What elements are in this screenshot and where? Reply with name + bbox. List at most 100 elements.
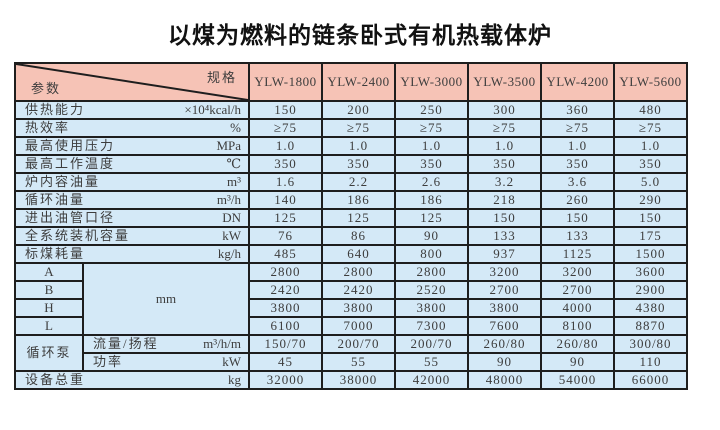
- param-unit: DN: [222, 210, 241, 225]
- value-cell: 1.0: [467, 136, 542, 156]
- value-cell: 175: [613, 226, 688, 246]
- table-row: 最高使用压力 MPa 1.0 1.0 1.0 1.0 1.0 1.0: [14, 136, 688, 156]
- param-unit: kW: [222, 228, 241, 243]
- value-cell: 150: [467, 208, 542, 228]
- value-cell: ≥75: [394, 118, 469, 138]
- value-cell: 4000: [540, 298, 615, 318]
- value-cell: 2700: [467, 280, 542, 300]
- value-cell: 250: [394, 100, 469, 120]
- param-cell-content: 最高工作温度 ℃: [17, 156, 247, 171]
- param-label: 全系统装机容量: [25, 228, 131, 243]
- model-header: YLW-3000: [394, 62, 469, 102]
- param-cell: 炉内容油量 m³: [14, 172, 250, 192]
- table-row: 设备总重 kg 32000 38000 42000 48000 54000 66000: [14, 370, 688, 390]
- value-cell: 2900: [613, 280, 688, 300]
- value-cell: 260: [540, 190, 615, 210]
- corner-cell: 规格 参数: [14, 62, 250, 102]
- value-cell: 300: [467, 100, 542, 120]
- param-cell-content: 功率 kW: [85, 354, 247, 369]
- param-unit: MPa: [216, 138, 241, 153]
- page-title: 以煤为燃料的链条卧式有机热载体炉: [168, 23, 552, 49]
- param-cell-content: 标煤耗量 kg/h: [17, 246, 247, 261]
- value-cell: 55: [321, 352, 396, 372]
- param-cell: 标煤耗量 kg/h: [14, 244, 250, 264]
- value-cell: 1.0: [394, 136, 469, 156]
- table-row: 循环泵 流量/扬程 m³/h/m 150/70 200/70 200/70 260/80 26…: [14, 334, 688, 372]
- param-unit: ×10⁴kcal/h: [184, 102, 241, 117]
- table-row: 热效率% ≥75 ≥75 ≥75 ≥75 ≥75 ≥75: [14, 118, 688, 138]
- value-cell: 32000: [248, 370, 323, 390]
- value-cell: 7600: [467, 316, 542, 336]
- param-unit: %: [230, 120, 241, 135]
- value-cell: 350: [613, 154, 688, 174]
- param-cell: 功率 kW: [82, 352, 250, 372]
- value-cell: 55: [394, 352, 469, 372]
- value-cell: 8870: [613, 316, 688, 336]
- param-label: 最高使用压力: [25, 138, 116, 153]
- value-cell: 54000: [540, 370, 615, 390]
- value-cell: 86: [321, 226, 396, 246]
- value-cell: 350: [540, 154, 615, 174]
- value-cell: 1.0: [540, 136, 615, 156]
- dimension-unit: mm: [82, 262, 250, 336]
- value-cell: 150: [540, 208, 615, 228]
- value-cell: 125: [394, 208, 469, 228]
- value-cell: 4380: [613, 298, 688, 318]
- table-row: B 2420 2420 2520 2700 2700 2900: [14, 280, 688, 300]
- corner-spec-label: 规格: [206, 70, 237, 85]
- value-cell: 937: [467, 244, 542, 264]
- value-cell: 133: [540, 226, 615, 246]
- param-cell: 循环油量 m³/h: [14, 190, 250, 210]
- value-cell: 38000: [321, 370, 396, 390]
- table-row: L 6100 7000 7300 7600 8100 8870: [14, 316, 688, 336]
- value-cell: 42000: [394, 370, 469, 390]
- param-unit: ℃: [226, 156, 241, 171]
- value-cell: 3800: [467, 298, 542, 318]
- param-cell: 流量/扬程 m³/h/m: [82, 334, 250, 354]
- value-cell: 218: [467, 190, 542, 210]
- value-cell: 1125: [540, 244, 615, 264]
- value-cell: ≥75: [467, 118, 542, 138]
- param-label: 设备总重: [25, 372, 86, 387]
- value-cell: 6100: [248, 316, 323, 336]
- value-cell: 1.6: [248, 172, 323, 192]
- value-cell: 133: [467, 226, 542, 246]
- diagonal-line-icon: [16, 64, 248, 100]
- corner-param-label: 参数: [31, 81, 62, 96]
- model-header: YLW-5600: [613, 62, 688, 102]
- value-cell: 2800: [394, 262, 469, 282]
- model-header: YLW-4200: [540, 62, 615, 102]
- table-row: 进出油管口径 DN 125 125 125 150 150 150: [14, 208, 688, 228]
- table-row: 功率 kW 45 55 55 90 90 110: [15, 352, 688, 372]
- value-cell: ≥75: [540, 118, 615, 138]
- param-label: 功率: [93, 354, 124, 369]
- value-cell: 7000: [321, 316, 396, 336]
- param-cell-content: 循环油量 m³/h: [17, 193, 247, 207]
- value-cell: 3.6: [540, 172, 615, 192]
- value-cell: 45: [248, 352, 323, 372]
- table-body: 供热能力 ×10⁴kcal/h 150 200 250 300 360 480 热效率% ≥75 ≥…: [14, 100, 688, 390]
- value-cell: 150: [248, 100, 323, 120]
- value-cell: 640: [321, 244, 396, 264]
- header-row: 规格 参数 YLW-1800 YLW-2400 YLW-3000 YLW-3500 YL…: [14, 62, 688, 102]
- param-label: 流量/扬程: [93, 336, 159, 351]
- dimension-label: A: [14, 262, 84, 282]
- pump-label: 循环泵: [14, 334, 84, 372]
- value-cell: 7300: [394, 316, 469, 336]
- value-cell: 350: [394, 154, 469, 174]
- param-unit: kW: [222, 354, 241, 369]
- param-unit: m³: [226, 174, 241, 189]
- value-cell: 3600: [613, 262, 688, 282]
- param-label: 标煤耗量: [25, 246, 86, 261]
- table-row: 全系统装机容量 kW 76 86 90 133 133 175: [14, 226, 688, 246]
- value-cell: 5.0: [613, 172, 688, 192]
- value-cell: 480: [613, 100, 688, 120]
- param-unit: kg/h: [217, 246, 241, 261]
- param-cell: 最高使用压力 MPa: [14, 136, 250, 156]
- value-cell: 1.0: [321, 136, 396, 156]
- table-row: H 3800 3800 3800 3800 4000 4380: [14, 298, 688, 318]
- value-cell: 2520: [394, 280, 469, 300]
- param-cell: 热效率%: [14, 118, 250, 138]
- value-cell: 290: [613, 190, 688, 210]
- value-cell: 200: [321, 100, 396, 120]
